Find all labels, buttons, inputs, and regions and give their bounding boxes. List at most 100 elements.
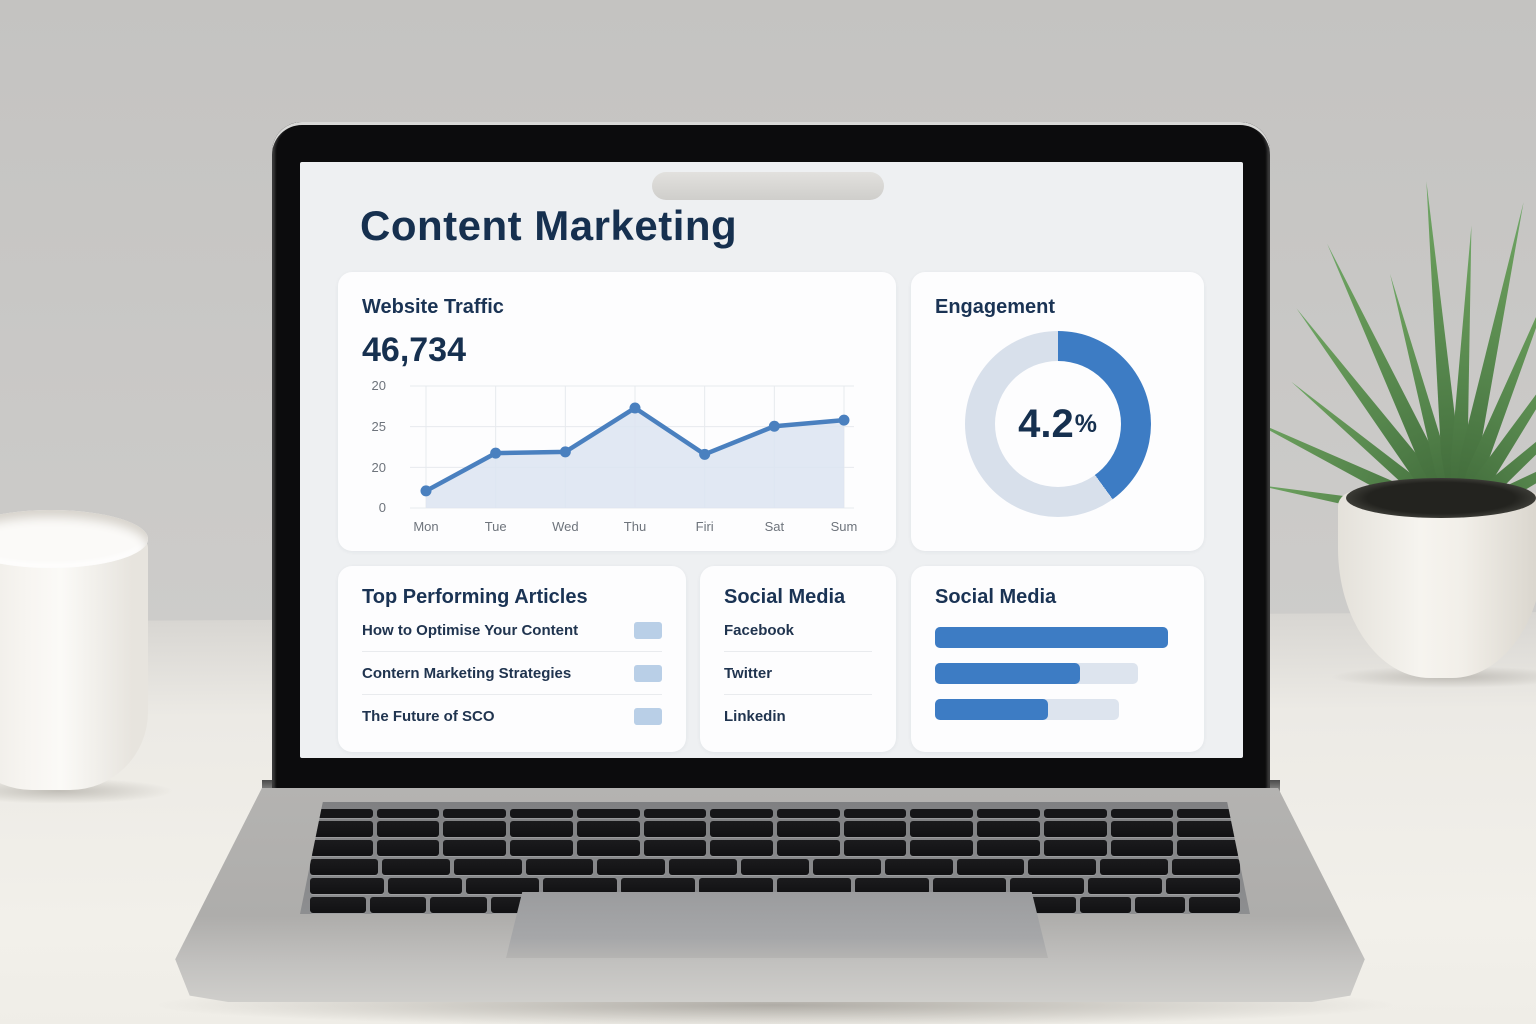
x-tick: Wed bbox=[552, 519, 579, 534]
engagement-card: Engagement 4.2 % bbox=[911, 272, 1204, 551]
keyboard-key[interactable] bbox=[741, 859, 809, 875]
keyboard-key[interactable] bbox=[643, 809, 707, 818]
keyboard-key[interactable] bbox=[310, 821, 373, 837]
keyboard-key[interactable] bbox=[376, 840, 440, 856]
article-row[interactable]: How to Optimise Your Content bbox=[362, 609, 662, 652]
keyboard-key[interactable] bbox=[1043, 809, 1107, 818]
keyboard-key[interactable] bbox=[576, 809, 640, 818]
keyboard-key[interactable] bbox=[1088, 878, 1163, 894]
keyboard-key[interactable] bbox=[597, 859, 666, 875]
keyboard-key[interactable] bbox=[1100, 859, 1169, 875]
keyboard-key[interactable] bbox=[812, 859, 881, 875]
keyboard-key[interactable] bbox=[443, 821, 507, 837]
social-row[interactable]: Linkedin bbox=[724, 695, 872, 738]
keyboard-key[interactable] bbox=[843, 821, 907, 837]
keyboard-key[interactable] bbox=[453, 859, 522, 875]
keyboard-key[interactable] bbox=[977, 840, 1040, 856]
social-row[interactable]: Twitter bbox=[724, 652, 872, 695]
keyboard-key[interactable] bbox=[1134, 897, 1186, 913]
pot-body bbox=[1338, 490, 1536, 678]
keyboard-key[interactable] bbox=[376, 809, 440, 818]
keyboard-key[interactable] bbox=[777, 821, 840, 837]
article-row[interactable]: Contern Marketing Strategies bbox=[362, 652, 662, 695]
keyboard-key[interactable] bbox=[510, 809, 573, 818]
article-row[interactable]: The Future of SCO bbox=[362, 695, 662, 738]
social-label: Twitter bbox=[724, 664, 773, 682]
engagement-title: Engagement bbox=[935, 296, 1056, 318]
keyboard-key[interactable] bbox=[387, 878, 462, 894]
keyboard-key[interactable] bbox=[1010, 878, 1085, 894]
x-tick: Firi bbox=[696, 519, 714, 534]
keyboard-key[interactable] bbox=[710, 809, 774, 818]
keyboard-key[interactable] bbox=[1080, 897, 1131, 913]
keyboard-key[interactable] bbox=[643, 840, 707, 856]
keyboard-key[interactable] bbox=[1177, 809, 1241, 818]
keyboard-key[interactable] bbox=[843, 809, 907, 818]
keyboard-key[interactable] bbox=[510, 840, 573, 856]
keyboard-key[interactable] bbox=[1189, 897, 1240, 913]
keyboard-key[interactable] bbox=[376, 821, 440, 837]
keyboard-key[interactable] bbox=[310, 878, 384, 894]
keyboard-key[interactable] bbox=[525, 859, 594, 875]
keyboard-key[interactable] bbox=[621, 878, 696, 894]
laptop-lid-notch bbox=[652, 172, 884, 200]
keyboard-key[interactable] bbox=[910, 809, 974, 818]
keyboard-key[interactable] bbox=[430, 897, 487, 913]
keyboard-key[interactable] bbox=[310, 840, 373, 856]
keyboard-key[interactable] bbox=[381, 859, 450, 875]
social-bar bbox=[935, 663, 1180, 684]
keyboard-key[interactable] bbox=[310, 809, 373, 818]
keyboard-key[interactable] bbox=[777, 809, 840, 818]
keyboard-key[interactable] bbox=[777, 840, 840, 856]
keyboard-key[interactable] bbox=[1110, 809, 1174, 818]
trackpad[interactable] bbox=[506, 892, 1048, 958]
keyboard-key[interactable] bbox=[1043, 821, 1107, 837]
keyboard-key[interactable] bbox=[710, 821, 774, 837]
keyboard-key[interactable] bbox=[1177, 840, 1241, 856]
keyboard-key[interactable] bbox=[443, 840, 507, 856]
keyboard-key[interactable] bbox=[1043, 840, 1107, 856]
website-traffic-title: Website Traffic bbox=[362, 296, 504, 318]
social-media-list-title: Social Media bbox=[724, 586, 846, 608]
keyboard-key[interactable] bbox=[643, 821, 707, 837]
article-stat-chip bbox=[634, 621, 662, 639]
y-tick: 0 bbox=[378, 500, 386, 515]
keyboard-key[interactable] bbox=[1110, 840, 1174, 856]
keyboard-key[interactable] bbox=[310, 897, 367, 913]
keyboard-key[interactable] bbox=[443, 809, 507, 818]
keyboard-key[interactable] bbox=[854, 878, 929, 894]
keyboard-key[interactable] bbox=[310, 859, 378, 875]
keyboard-key[interactable] bbox=[884, 859, 953, 875]
keyboard-key[interactable] bbox=[710, 840, 774, 856]
keyboard-key[interactable] bbox=[843, 840, 907, 856]
keyboard-key[interactable] bbox=[576, 840, 640, 856]
keyboard-key[interactable] bbox=[1166, 878, 1240, 894]
keyboard-key[interactable] bbox=[1177, 821, 1241, 837]
keyboard-key[interactable] bbox=[956, 859, 1025, 875]
laptop-screen: Content Marketing Website Traffic 46,734… bbox=[300, 162, 1243, 758]
keyboard-key[interactable] bbox=[776, 878, 851, 894]
article-label: The Future of SCO bbox=[362, 708, 495, 725]
keyboard-key[interactable] bbox=[1110, 821, 1174, 837]
keyboard-key[interactable] bbox=[370, 897, 427, 913]
keyboard-key[interactable] bbox=[910, 821, 974, 837]
donut-center: 4.2 % bbox=[994, 361, 1121, 487]
keyboard-key[interactable] bbox=[910, 840, 974, 856]
keyboard-key[interactable] bbox=[465, 878, 540, 894]
top-articles-card: Top Performing Articles How to Optimise … bbox=[338, 566, 686, 752]
social-row[interactable]: Facebook bbox=[724, 609, 872, 652]
y-tick: 20 bbox=[371, 460, 386, 475]
keyboard-key[interactable] bbox=[1028, 859, 1097, 875]
keyboard-key[interactable] bbox=[1172, 859, 1240, 875]
bar-fill bbox=[935, 663, 1080, 684]
keyboard-key[interactable] bbox=[977, 821, 1040, 837]
keyboard-key[interactable] bbox=[576, 821, 640, 837]
keyboard-key[interactable] bbox=[543, 878, 618, 894]
keyboard-key[interactable] bbox=[977, 809, 1040, 818]
keyboard-key[interactable] bbox=[699, 878, 773, 894]
keyboard-key[interactable] bbox=[510, 821, 573, 837]
keyboard-key[interactable] bbox=[932, 878, 1007, 894]
keyboard-key[interactable] bbox=[669, 859, 738, 875]
engagement-unit: % bbox=[1074, 409, 1097, 438]
